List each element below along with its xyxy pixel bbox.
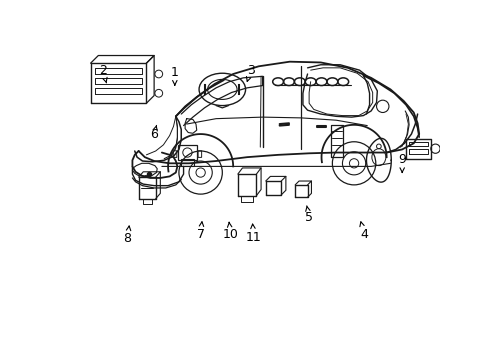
Text: 7: 7 bbox=[196, 222, 204, 241]
Text: 2: 2 bbox=[99, 64, 107, 83]
Text: 6: 6 bbox=[150, 125, 158, 141]
Text: 3: 3 bbox=[246, 64, 254, 81]
Text: 1: 1 bbox=[170, 66, 179, 85]
Text: 4: 4 bbox=[359, 222, 367, 241]
Text: 9: 9 bbox=[397, 153, 406, 172]
Text: 8: 8 bbox=[123, 226, 131, 245]
Text: 5: 5 bbox=[305, 206, 313, 224]
Text: 10: 10 bbox=[222, 222, 238, 241]
Text: 11: 11 bbox=[245, 224, 261, 244]
